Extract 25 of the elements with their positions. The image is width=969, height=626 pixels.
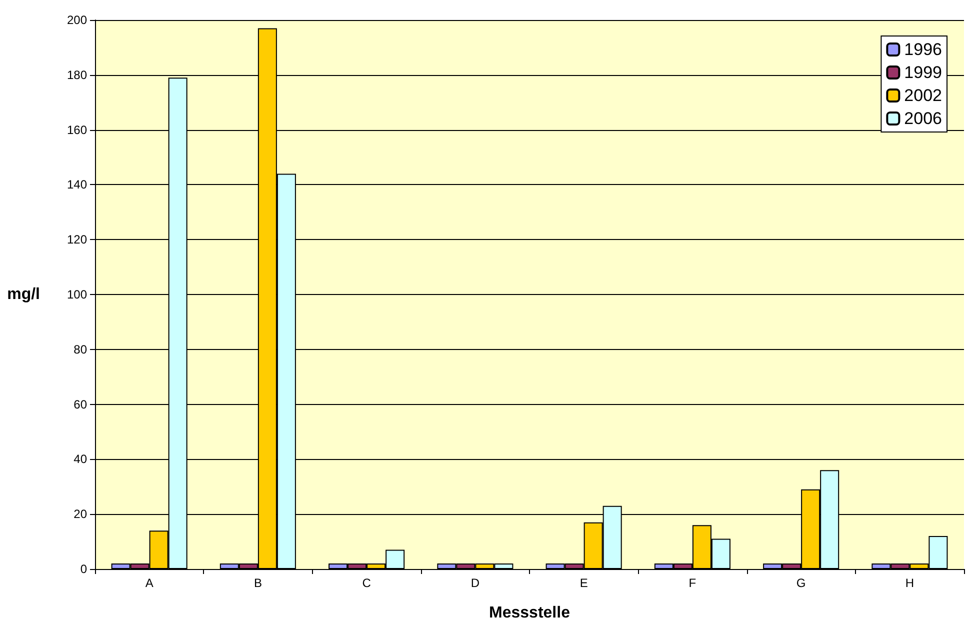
legend-label: 2006 bbox=[904, 109, 942, 128]
x-tick-label: E bbox=[580, 576, 588, 590]
y-tick-label: 0 bbox=[80, 562, 88, 576]
y-tick-label: 60 bbox=[74, 397, 88, 412]
x-tick-label: G bbox=[796, 576, 806, 590]
x-tick-label: C bbox=[362, 576, 372, 590]
y-tick-label: 20 bbox=[74, 507, 88, 522]
y-tick-label: 40 bbox=[74, 452, 88, 466]
x-tick-label: A bbox=[145, 576, 154, 590]
x-tick-label: B bbox=[254, 576, 262, 590]
y-tick-label: 160 bbox=[66, 122, 88, 137]
y-tick-label: 100 bbox=[66, 288, 88, 302]
y-tick-label: 140 bbox=[66, 178, 88, 192]
y-axis-title: mg/l bbox=[7, 286, 40, 303]
legend-label: 1999 bbox=[904, 63, 942, 82]
x-tick-label: F bbox=[688, 576, 696, 590]
y-tick-label: 180 bbox=[66, 68, 88, 82]
x-tick-label: D bbox=[470, 576, 480, 590]
legend-label: 2002 bbox=[904, 86, 942, 105]
y-tick-label: 120 bbox=[66, 232, 88, 247]
legend-label: 1996 bbox=[904, 40, 942, 59]
x-tick-label: H bbox=[905, 576, 914, 590]
x-axis-title: Messstelle bbox=[489, 604, 570, 622]
y-tick-label: 80 bbox=[74, 342, 88, 356]
y-tick-label: 200 bbox=[66, 13, 88, 27]
